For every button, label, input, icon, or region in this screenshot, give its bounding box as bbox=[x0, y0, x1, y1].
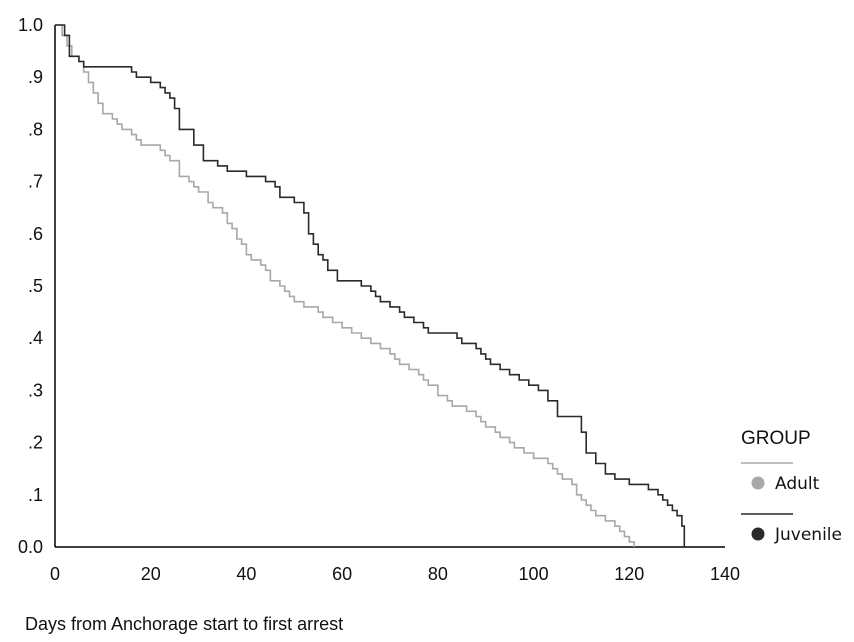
x-tick-label: 120 bbox=[614, 564, 644, 584]
y-tick-label: .2 bbox=[28, 433, 43, 453]
legend-label-adult: Adult bbox=[775, 474, 820, 494]
legend: GROUP Adult Juvenile bbox=[741, 428, 842, 545]
x-axis-label: Days from Anchorage start to first arres… bbox=[25, 614, 343, 634]
axes bbox=[54, 25, 725, 548]
x-tick-label: 0 bbox=[50, 564, 60, 584]
x-axis-ticks: 0 20 40 60 80 100 120 140 bbox=[50, 564, 740, 584]
legend-marker-juvenile bbox=[751, 527, 765, 541]
y-axis-ticks: 0.0 .1 .2 .3 .4 .5 .6 .7 .8 .9 1.0 bbox=[18, 15, 43, 557]
y-tick-label: .7 bbox=[28, 172, 43, 192]
y-tick-label: .8 bbox=[28, 119, 43, 139]
y-tick-label: .6 bbox=[28, 224, 43, 244]
x-tick-label: 20 bbox=[141, 564, 161, 584]
x-tick-label: 140 bbox=[710, 564, 740, 584]
x-tick-label: 40 bbox=[236, 564, 256, 584]
x-tick-label: 80 bbox=[428, 564, 448, 584]
legend-marker-adult bbox=[751, 476, 765, 490]
series-line-juvenile bbox=[55, 24, 686, 547]
y-tick-label: .1 bbox=[28, 485, 43, 505]
y-tick-label: .5 bbox=[28, 276, 43, 296]
series-line-adult bbox=[55, 24, 635, 547]
x-tick-label: 60 bbox=[332, 564, 352, 584]
legend-title: GROUP bbox=[741, 428, 811, 449]
y-tick-label: 1.0 bbox=[18, 15, 43, 35]
y-tick-label: .4 bbox=[28, 328, 43, 348]
x-tick-label: 100 bbox=[519, 564, 549, 584]
plot-area bbox=[55, 24, 686, 547]
legend-label-juvenile: Juvenile bbox=[774, 525, 842, 545]
y-tick-label: 0.0 bbox=[18, 537, 43, 557]
y-tick-label: .3 bbox=[28, 380, 43, 400]
y-tick-label: .9 bbox=[28, 67, 43, 87]
